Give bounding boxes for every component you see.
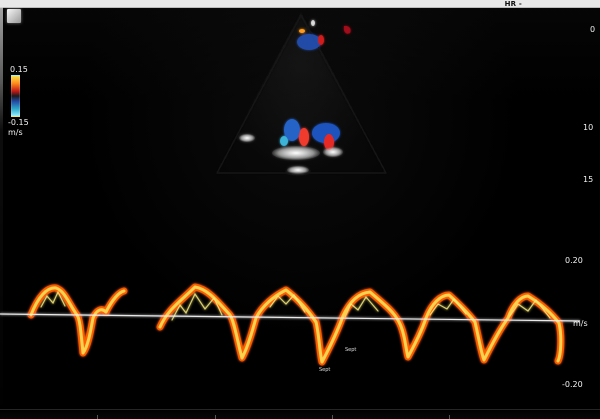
upper-red-flow <box>318 35 324 45</box>
color-scale-unit-label: m/s <box>8 128 23 137</box>
timeline-tick <box>449 415 450 419</box>
right-red-mark <box>343 25 351 34</box>
lower-cyan-flow <box>280 136 288 146</box>
depth-0-label: 0 <box>590 25 596 34</box>
depth-10-label: 10 <box>583 123 594 132</box>
right-tissue-spot <box>323 147 343 157</box>
sept-marker-label-a: Sept <box>345 347 357 353</box>
corner-indicator-icon <box>7 9 21 23</box>
left-screen-edge <box>0 7 3 419</box>
doppler-inner-striations <box>40 290 551 321</box>
timeline-tick <box>215 415 216 419</box>
color-scale-top-label: 0.15 <box>10 65 28 74</box>
sept-marker-label-b: Sept <box>319 367 331 373</box>
bottom-tissue-spot <box>287 166 309 174</box>
color-scale-bottom-label: -0.15 <box>8 118 29 127</box>
doppler-timeline <box>0 409 600 419</box>
upper-orange-speck <box>299 29 305 33</box>
color-scale-bar <box>11 75 20 117</box>
doppler-waveform <box>0 283 581 366</box>
lower-red-flow <box>324 134 334 150</box>
upper-white-speck <box>311 20 315 26</box>
doppler-waveform-core <box>29 285 563 364</box>
velocity-positive-label: 0.20 <box>565 256 583 265</box>
depth-15-label: 15 <box>583 175 594 184</box>
velocity-unit-label: m/s <box>573 319 588 328</box>
velocity-negative-label: -0.20 <box>562 380 583 389</box>
doppler-baseline <box>0 313 581 322</box>
timeline-tick <box>332 415 333 419</box>
left-tissue-bright-spot <box>239 134 255 142</box>
timeline-tick <box>97 415 98 419</box>
lower-left-blue-flow <box>284 119 300 141</box>
upper-blue-flow <box>297 34 321 50</box>
heart-rate-label: HR - <box>504 0 522 8</box>
lower-center-red-flow <box>299 128 309 146</box>
cardiac-color-flow-image <box>216 13 387 174</box>
top-status-bar: HR - <box>0 0 600 8</box>
bottom-tissue-band <box>272 146 320 160</box>
